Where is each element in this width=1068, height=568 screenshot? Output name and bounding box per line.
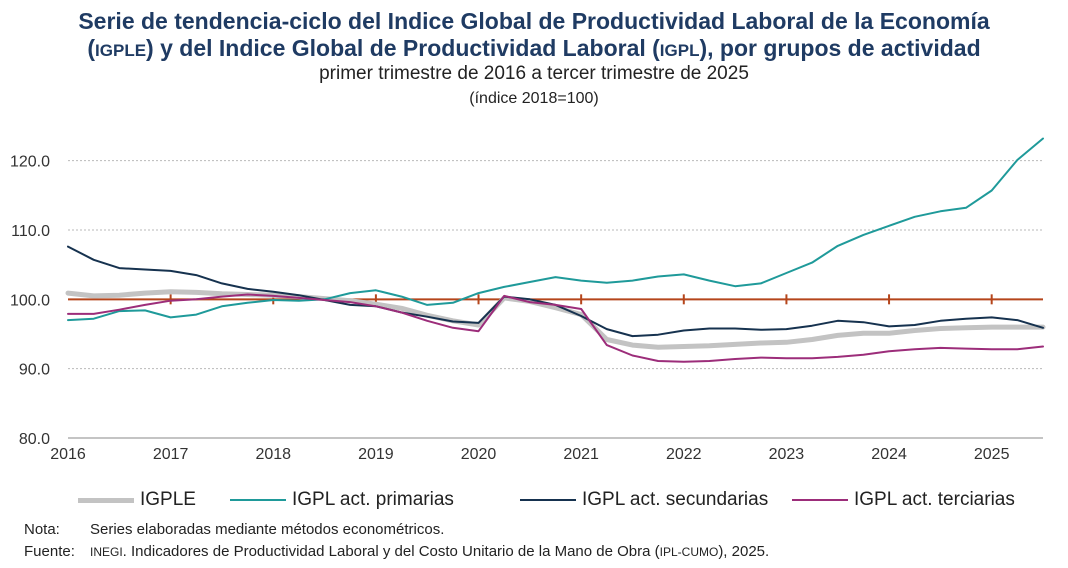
source-text: . Indicadores de Productividad Laboral y… [122, 543, 660, 560]
y-tick-label: 100.0 [10, 292, 50, 309]
title-part: ( [87, 35, 96, 61]
series-line-igpl-act-terciarias [67, 293, 1044, 363]
legend-label: IGPL act. secundarias [582, 489, 769, 510]
note-text: Series elaboradas mediante métodos econo… [90, 521, 445, 538]
source-abbr-inegi: INEGI [90, 545, 123, 559]
x-tick-label: 2019 [358, 446, 394, 463]
legend-swatch [230, 499, 286, 501]
x-tick-label: 2021 [563, 446, 599, 463]
x-tick-label: 2024 [871, 446, 907, 463]
legend-item-primarias: IGPL act. primarias [230, 487, 454, 513]
y-tick-label: 110.0 [11, 223, 50, 240]
x-tick-label: 2022 [666, 446, 702, 463]
chart-title-line-2: (IGPLE) y del Indice Global de Productiv… [0, 35, 1068, 64]
chart-units: (índice 2018=100) [469, 90, 599, 107]
note-label: Nota: [24, 521, 60, 538]
title-abbr-igple: IGPLE [95, 41, 147, 60]
legend-swatch [520, 499, 576, 501]
x-tick-label: 2018 [255, 446, 291, 463]
title-part: ) y del Indice Global de Productividad L… [146, 35, 660, 61]
y-tick-label: 120.0 [10, 154, 50, 171]
x-tick-label: 2016 [50, 446, 86, 463]
x-tick-label: 2023 [769, 446, 805, 463]
x-tick-label: 2025 [974, 446, 1010, 463]
legend-item-igple: IGPLE [78, 487, 196, 513]
legend-swatch [792, 499, 848, 501]
title-abbr-igpl: IGPL [659, 41, 700, 60]
chart-subtitle: primer trimestre de 2016 a tercer trimes… [319, 63, 749, 84]
series-line-igpl-act-primarias [67, 137, 1044, 322]
source: Fuente: INEGI. Indicadores de Productivid… [24, 543, 769, 560]
series-line-igple [65, 289, 1046, 350]
source-abbr-ipl-cumo: IPL-CUMO [659, 545, 719, 559]
note: Nota: Series elaboradas mediante métodos … [24, 521, 444, 538]
y-tick-label: 90.0 [19, 362, 50, 379]
legend-label: IGPL act. primarias [292, 489, 454, 510]
legend-label: IGPL act. terciarias [854, 489, 1015, 510]
chart-title-line-1: Serie de tendencia-ciclo del Indice Glob… [78, 8, 990, 34]
title-part: ), por grupos de actividad [699, 35, 981, 61]
x-tick-label: 2020 [461, 446, 497, 463]
y-tick-label: 80.0 [19, 431, 50, 448]
legend-item-terciarias: IGPL act. terciarias [792, 487, 1015, 513]
x-tick-label: 2017 [153, 446, 189, 463]
legend-item-secundarias: IGPL act. secundarias [520, 487, 768, 513]
legend-swatch [78, 497, 134, 503]
source-label: Fuente: [24, 543, 75, 560]
legend-label: IGPLE [140, 489, 196, 510]
source-text: ), 2025. [718, 543, 770, 560]
